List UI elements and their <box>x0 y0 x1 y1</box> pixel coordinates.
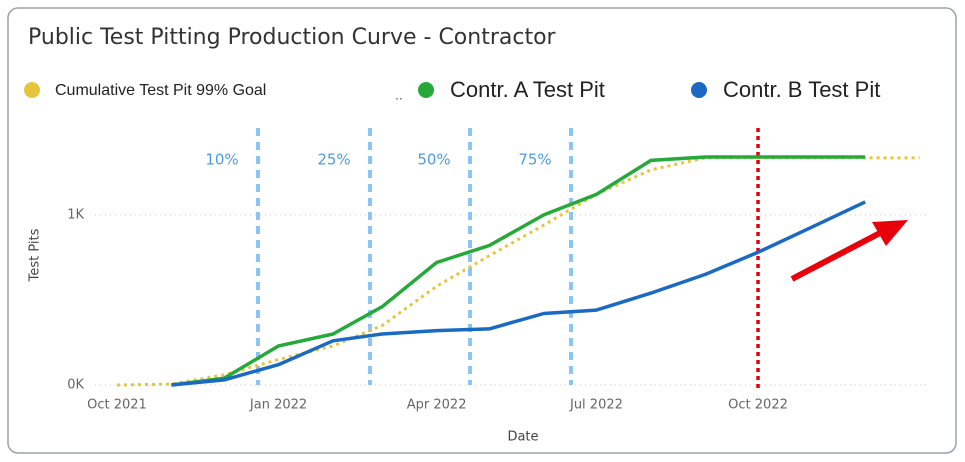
red-arrow <box>790 220 908 282</box>
chart-title: Public Test Pitting Production Curve - C… <box>28 25 557 50</box>
arrow-head <box>872 220 908 246</box>
series-line <box>171 155 866 387</box>
y-tick-label: 0K <box>67 378 84 393</box>
arrow-shaft <box>790 230 882 282</box>
x-axis-title: Date <box>507 430 538 445</box>
legend-label: Contr. B Test Pit <box>723 77 880 102</box>
milestone-label: 25% <box>317 151 350 169</box>
x-tick-label: Apr 2022 <box>407 398 467 413</box>
x-tick-label: Oct 2022 <box>728 398 788 413</box>
legend-marker <box>691 82 707 98</box>
x-tick-label: Oct 2021 <box>87 398 147 413</box>
milestone-label: 75% <box>518 151 551 169</box>
card <box>7 7 957 454</box>
y-axis-title: Test Pits <box>28 228 43 282</box>
legend-label: Contr. A Test Pit <box>450 77 605 102</box>
milestone-label: 10% <box>205 151 238 169</box>
legend-label: Cumulative Test Pit 99% Goal <box>55 82 266 99</box>
legend-marker <box>418 82 434 98</box>
legend-marker <box>24 82 40 98</box>
legend-ellipsis: .. <box>395 89 403 103</box>
series-line <box>171 200 866 387</box>
y-tick-label: 1K <box>67 207 84 222</box>
milestone-label: 50% <box>417 151 450 169</box>
x-tick-label: Jan 2022 <box>249 398 307 413</box>
x-tick-label: Jul 2022 <box>569 398 623 413</box>
